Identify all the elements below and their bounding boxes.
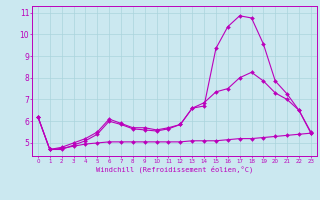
X-axis label: Windchill (Refroidissement éolien,°C): Windchill (Refroidissement éolien,°C) [96, 165, 253, 173]
